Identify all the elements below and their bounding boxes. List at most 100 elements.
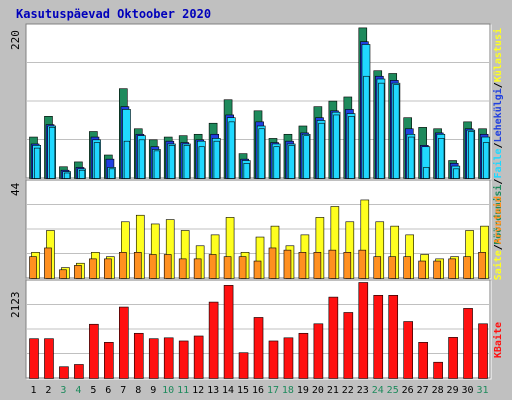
x-tick-label: 8 [135,385,141,396]
bar-hosts-day-30 [463,256,471,279]
legend-sites: Saite/Arvuteid [492,196,504,280]
bar-visitors-day-22 [348,116,355,179]
bar-kbytes-day-16 [253,317,264,379]
bar-kbytes-day-27 [418,342,428,379]
bar-hosts-day-16 [253,260,262,279]
bar-hosts-day-1 [29,256,37,279]
bar-kbytes-day-20 [313,323,324,379]
bar-visitors-day-3 [63,172,71,179]
x-tick-label: 3 [60,385,66,396]
bar-hosts-day-9 [148,254,157,279]
x-tick-label: 28 [432,385,444,396]
y-max-label-hits: 220 [9,30,22,50]
y-max-label-sites: 44 [9,182,22,196]
bar-visitors-day-12 [198,146,205,179]
bar-visitors-day-24 [378,82,385,179]
bar-kbytes-day-17 [268,340,279,379]
bar-kbytes-day-10 [163,337,174,379]
x-tick-label: 15 [237,385,249,396]
bar-hosts-day-4 [74,265,82,279]
bar-visitors-day-2 [48,127,56,179]
x-tick-label: 26 [402,385,414,396]
x-tick-label: 27 [417,385,429,396]
bar-visitors-day-31 [483,142,490,179]
bar-visitors-day-8 [138,139,145,179]
bar-visitors-day-5 [93,142,101,179]
bar-visitors-day-9 [153,150,160,179]
bar-visitors-day-14 [228,121,235,179]
bar-kbytes-day-21 [328,296,339,379]
x-tick-label: 14 [222,385,234,396]
x-tick-label: 12 [192,385,204,396]
x-tick-label: 16 [252,385,264,396]
bar-kbytes-day-4 [74,364,84,379]
bar-hosts-day-14 [223,256,232,279]
bar-kbytes-day-3 [59,366,69,379]
bar-hosts-day-23 [358,249,367,279]
bar-visitors-day-4 [78,169,86,179]
bar-hosts-day-15 [238,256,247,279]
bar-hosts-day-29 [448,258,456,279]
bar-kbytes-day-23 [358,282,369,379]
bar-hosts-day-3 [59,269,67,279]
x-tick-label: 22 [342,385,354,396]
x-tick-label: 25 [387,385,399,396]
bar-kbytes-day-1 [29,338,39,379]
y-max-label-kbytes: 2123 [9,292,22,319]
bar-hosts-day-7 [119,252,127,279]
bar-kbytes-day-8 [133,332,144,379]
bar-hosts-day-2 [44,247,52,279]
bar-visitors-day-6 [108,168,116,179]
bar-kbytes-day-6 [104,342,114,379]
x-tick-label: 11 [177,385,189,396]
bar-visitors-day-1 [33,147,41,179]
x-tick-label: 21 [327,385,339,396]
bar-visitors-day-15 [243,163,250,179]
bar-hosts-day-8 [133,252,142,279]
bar-hosts-day-27 [418,260,426,279]
bar-kbytes-day-28 [433,361,443,379]
bar-hosts-day-28 [433,260,441,279]
x-tick-label: 5 [90,385,96,396]
bar-hosts-day-12 [193,258,202,279]
bar-kbytes-day-18 [283,337,294,379]
bar-visitors-day-17 [273,146,280,179]
bar-hosts-day-22 [343,252,352,279]
bar-kbytes-day-26 [403,321,413,379]
x-tick-label: 20 [312,385,324,396]
bar-kbytes-day-29 [448,337,458,379]
bar-visitors-day-10 [168,145,175,179]
x-tick-label: 17 [267,385,279,396]
bar-kbytes-day-7 [119,306,129,379]
bar-visitors-day-27 [423,167,430,179]
bar-visitors-day-28 [438,138,445,179]
x-tick-label: 24 [372,385,384,396]
bar-visitors-day-26 [408,136,415,179]
legend-kbytes: KBaite [492,322,504,358]
x-tick-label: 19 [297,385,309,396]
x-tick-label: 7 [120,385,126,396]
x-tick-label: 2 [45,385,51,396]
bar-hosts-day-20 [313,252,322,279]
bar-hosts-day-19 [298,252,307,279]
bar-visitors-day-19 [303,135,310,179]
x-tick-label: 13 [207,385,219,396]
bar-kbytes-day-11 [178,340,189,379]
bar-kbytes-day-31 [478,323,488,379]
bar-visitors-day-29 [453,168,460,179]
bar-kbytes-day-22 [343,312,354,379]
bar-hosts-day-13 [208,254,217,279]
x-tick-label: 31 [476,385,488,396]
bar-hosts-day-10 [163,254,172,279]
bar-hosts-day-26 [403,256,411,279]
bar-hosts-day-24 [373,256,382,279]
bar-hosts-day-18 [283,249,292,279]
bar-visitors-day-11 [183,145,190,179]
bar-visitors-day-25 [393,84,400,179]
bar-kbytes-day-14 [223,285,234,379]
bar-kbytes-day-13 [208,301,219,379]
bar-kbytes-day-2 [44,338,54,379]
bar-kbytes-day-30 [463,308,473,379]
bar-kbytes-day-25 [388,294,399,379]
